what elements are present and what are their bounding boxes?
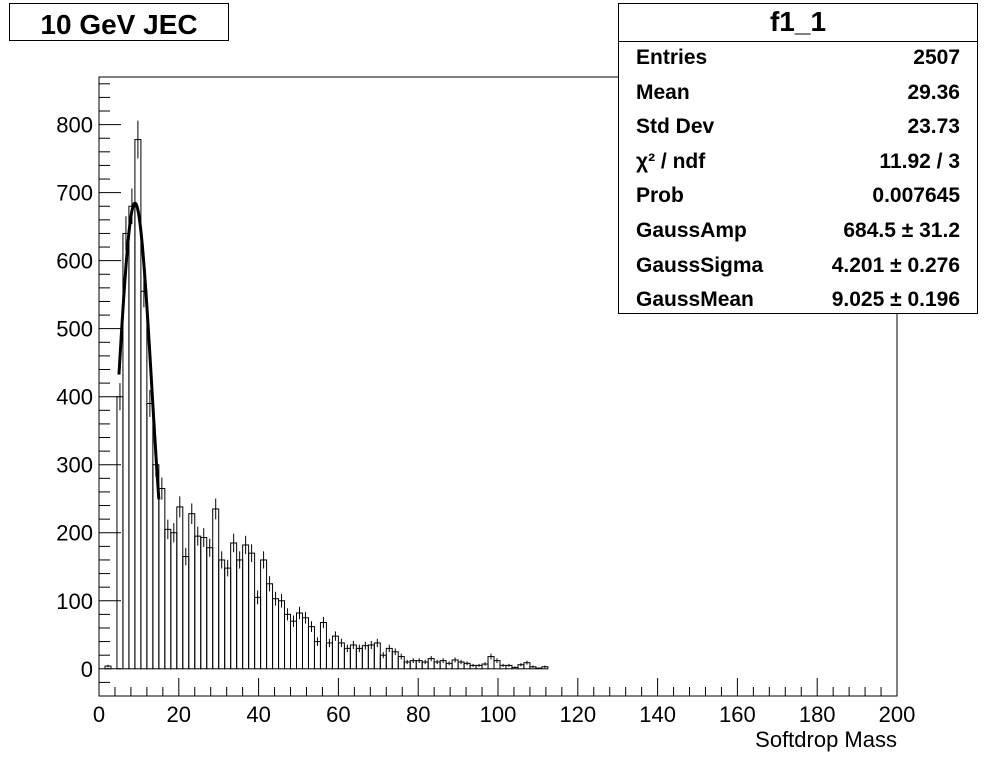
histogram-bar [212, 508, 220, 670]
x-tick-label: 120 [559, 702, 596, 727]
stats-key: Std Dev [636, 115, 715, 139]
plot-title: 10 GeV JEC [40, 9, 198, 40]
histogram-bar [248, 552, 256, 670]
x-tick-label: 160 [719, 702, 756, 727]
histogram-bar [242, 544, 250, 670]
y-tick-label: 400 [56, 385, 93, 410]
stats-key: GaussAmp [636, 218, 747, 242]
histogram-bar [290, 620, 298, 670]
histogram-bar [278, 600, 286, 670]
stats-key: GaussMean [636, 288, 754, 312]
stats-row-entries: Entries 2507 [619, 42, 977, 77]
stats-value: 9.025 ± 0.196 [831, 288, 960, 312]
stats-row-stddev: Std Dev 23.73 [619, 111, 977, 146]
stats-value: 4.201 ± 0.276 [831, 253, 960, 277]
x-tick-label: 0 [93, 702, 105, 727]
histogram-bar [230, 542, 238, 670]
histogram-bar [272, 598, 280, 670]
x-axis-label: Softdrop Mass [755, 727, 897, 752]
stats-row-gaussmean: GaussMean 9.025 ± 0.196 [619, 284, 977, 319]
stats-value: 23.73 [907, 115, 960, 139]
x-tick-label: 140 [639, 702, 676, 727]
histogram-bar [307, 626, 315, 670]
x-tick-label: 60 [326, 702, 350, 727]
histogram-bar [170, 532, 178, 670]
y-tick-label: 300 [56, 453, 93, 478]
histogram-bar [224, 567, 232, 670]
stats-key: Prob [636, 184, 684, 208]
plot-title-box: 10 GeV JEC [9, 3, 229, 41]
y-tick-label: 700 [56, 181, 93, 206]
histogram-bar [176, 506, 184, 670]
stats-key: Mean [636, 80, 690, 104]
histogram-bar [140, 290, 148, 670]
y-tick-label: 0 [81, 657, 93, 682]
x-tick-label: 40 [246, 702, 270, 727]
histogram-bar [200, 537, 208, 670]
histogram-bar [296, 612, 303, 670]
histogram-bar [284, 613, 292, 670]
histogram-bar [146, 403, 154, 670]
stats-key: GaussSigma [636, 253, 764, 277]
stats-value: 29.36 [907, 80, 960, 104]
stats-row-mean: Mean 29.36 [619, 77, 977, 112]
stats-value: 2507 [913, 46, 960, 69]
histogram-bar [236, 559, 244, 670]
histogram-bar [158, 488, 166, 670]
stats-title: f1_1 [619, 4, 977, 42]
histogram-bar [218, 559, 226, 670]
histogram-bar [182, 556, 190, 670]
stats-row-gaussamp: GaussAmp 684.5 ± 31.2 [619, 215, 977, 250]
y-tick-label: 600 [56, 249, 93, 274]
stats-value: 684.5 ± 31.2 [843, 218, 960, 242]
histogram-bar [260, 559, 268, 670]
histogram-bar [331, 635, 339, 670]
x-tick-label: 80 [406, 702, 430, 727]
stats-row-gausssigma: GaussSigma 4.201 ± 0.276 [619, 250, 977, 285]
histogram-bar [319, 622, 327, 670]
stats-box: f1_1 Entries 2507 Mean 29.36 Std Dev 23.73 … [618, 3, 978, 314]
y-tick-label: 500 [56, 317, 93, 342]
histogram-bar [266, 583, 274, 670]
histogram-bar [188, 513, 196, 670]
y-tick-label: 800 [56, 113, 93, 138]
y-tick-label: 200 [56, 521, 93, 546]
x-tick-label: 180 [799, 702, 836, 727]
stats-key: Entries [636, 46, 708, 69]
histogram-bar [206, 547, 214, 670]
y-tick-label: 100 [56, 589, 93, 614]
x-tick-label: 100 [480, 702, 517, 727]
stats-value: 11.92 / 3 [879, 149, 960, 173]
stats-row-prob: Prob 0.007645 [619, 180, 977, 215]
x-tick-label: 20 [167, 702, 191, 727]
gaussian-fit-curve [117, 201, 161, 500]
stats-value: 0.007645 [872, 184, 960, 208]
x-tick-label: 200 [879, 702, 916, 727]
stats-key: χ² / ndf [636, 149, 706, 173]
histogram-bar [254, 596, 262, 670]
histogram-bar [128, 205, 136, 670]
histogram-bar [164, 528, 172, 670]
stats-row-chi2: χ² / ndf 11.92 / 3 [619, 146, 977, 181]
histogram-bar [301, 617, 309, 670]
histogram-bar [194, 535, 202, 670]
